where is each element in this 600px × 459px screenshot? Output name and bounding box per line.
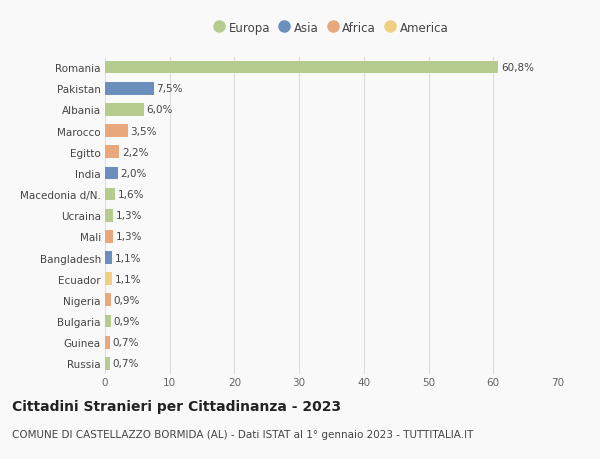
Bar <box>105 104 144 117</box>
Text: 3,5%: 3,5% <box>130 126 157 136</box>
Bar <box>105 230 113 243</box>
Text: 6,0%: 6,0% <box>146 105 173 115</box>
Text: 1,3%: 1,3% <box>116 232 143 242</box>
Bar <box>105 315 111 328</box>
Bar <box>105 125 128 138</box>
Bar <box>105 209 113 222</box>
Bar <box>105 252 112 264</box>
Bar <box>105 146 119 159</box>
Text: 0,9%: 0,9% <box>113 316 140 326</box>
Bar <box>105 336 110 349</box>
Text: 1,3%: 1,3% <box>116 211 143 221</box>
Bar <box>105 294 111 307</box>
Bar <box>105 83 154 95</box>
Text: 0,7%: 0,7% <box>112 358 139 369</box>
Text: 0,7%: 0,7% <box>112 337 139 347</box>
Text: Cittadini Stranieri per Cittadinanza - 2023: Cittadini Stranieri per Cittadinanza - 2… <box>12 399 341 413</box>
Text: COMUNE DI CASTELLAZZO BORMIDA (AL) - Dati ISTAT al 1° gennaio 2023 - TUTTITALIA.: COMUNE DI CASTELLAZZO BORMIDA (AL) - Dat… <box>12 429 473 439</box>
Bar <box>105 167 118 180</box>
Text: 7,5%: 7,5% <box>156 84 182 94</box>
Text: 1,6%: 1,6% <box>118 190 145 200</box>
Text: 0,9%: 0,9% <box>113 295 140 305</box>
Bar <box>105 62 499 74</box>
Text: 1,1%: 1,1% <box>115 274 141 284</box>
Bar <box>105 357 110 370</box>
Text: 60,8%: 60,8% <box>501 63 534 73</box>
Legend: Europa, Asia, Africa, America: Europa, Asia, Africa, America <box>215 22 448 35</box>
Text: 2,2%: 2,2% <box>122 147 148 157</box>
Bar <box>105 273 112 285</box>
Text: 2,0%: 2,0% <box>121 168 147 179</box>
Bar <box>105 188 115 201</box>
Text: 1,1%: 1,1% <box>115 253 141 263</box>
